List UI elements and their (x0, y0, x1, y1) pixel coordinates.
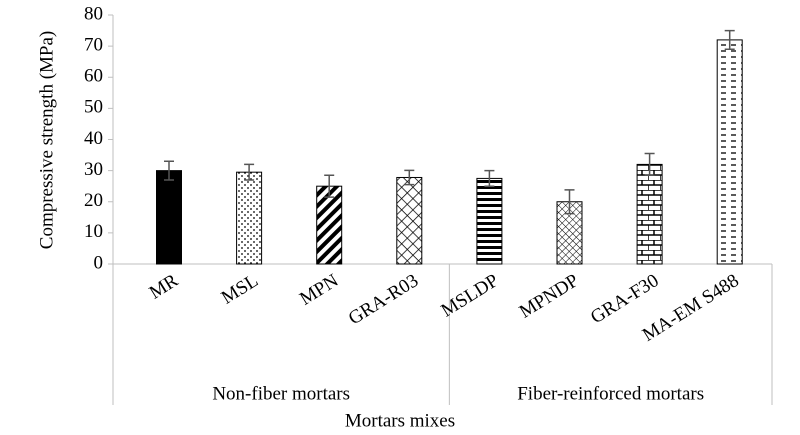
error-bar (484, 169, 495, 187)
y-tick-label: 50 (84, 97, 103, 118)
bar (156, 170, 182, 265)
error-bar (404, 169, 415, 186)
x-tick-label: MSLDP (437, 270, 502, 321)
y-tick-label: 40 (84, 128, 103, 149)
error-bar (244, 163, 255, 181)
y-tick-label: 70 (84, 34, 103, 55)
error-bar (324, 174, 335, 198)
error-bar (564, 189, 575, 215)
x-tick-label: MSL (218, 270, 262, 309)
y-tick-label: 10 (84, 221, 103, 242)
error-bar (724, 29, 735, 50)
bar (316, 185, 343, 265)
error-bar (644, 152, 655, 177)
error-bar (164, 160, 174, 181)
y-tick-label: 0 (94, 252, 104, 273)
x-tick-label: MR (146, 270, 182, 304)
y-tick-label: 80 (84, 3, 103, 24)
bar (636, 163, 663, 265)
y-tick-label: 60 (84, 66, 103, 87)
bar (236, 171, 263, 265)
x-tick-label: GRA-R03 (345, 270, 422, 329)
x-tick-label: MPNDP (516, 270, 583, 323)
bar (396, 176, 423, 265)
group-label: Non-fiber mortars (212, 383, 350, 404)
group-label: Fiber-reinforced mortars (517, 383, 704, 404)
bar (476, 177, 503, 265)
x-axis-label: Mortars mixes (345, 410, 455, 431)
y-tick-label: 20 (84, 190, 103, 211)
x-tick-label: MPN (296, 270, 342, 310)
y-tick-label: 30 (84, 159, 103, 180)
bar (716, 39, 743, 265)
y-axis-label: Compressive strength (MPa) (36, 31, 57, 249)
